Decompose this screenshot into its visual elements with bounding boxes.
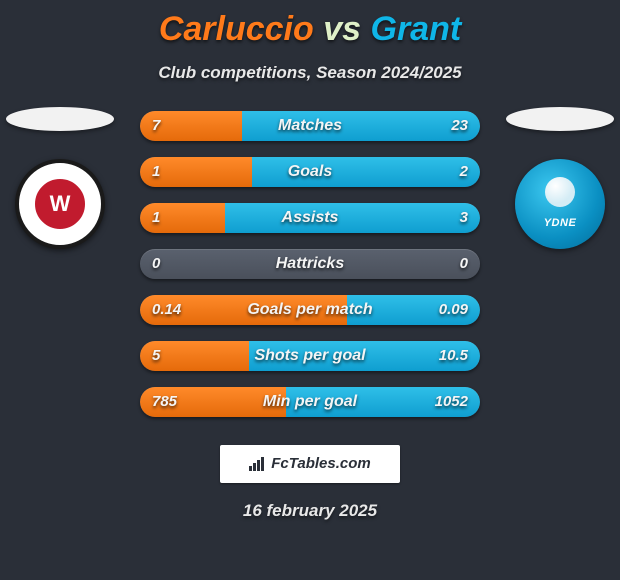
stat-fill-right (347, 295, 480, 325)
stat-fill-left (140, 203, 225, 233)
stat-fill-left (140, 157, 252, 187)
stat-row: Min per goal7851052 (140, 387, 480, 417)
stat-fill-right (286, 387, 480, 417)
stat-row: Matches723 (140, 111, 480, 141)
stat-fill-right (252, 157, 480, 187)
stat-fill-left (140, 387, 286, 417)
stat-row: Assists13 (140, 203, 480, 233)
stat-fill-right (225, 203, 480, 233)
stat-bars: Matches723 Goals12 Assists13 Hattricks0 0 Goa… (140, 111, 480, 433)
stat-fill-right (249, 341, 480, 371)
player2-name: Grant (371, 10, 462, 48)
club-badge-sydney-text: YDNE (544, 217, 577, 229)
club-badge-sydney: YDNE (515, 159, 605, 249)
watermark: FcTables.com (220, 445, 400, 483)
stat-row: Goals per match0.140.09 (140, 295, 480, 325)
stat-value-right: 0 (460, 249, 468, 279)
stat-row: Shots per goal510.5 (140, 341, 480, 371)
comparison-title: Carluccio vs Grant (0, 0, 620, 49)
soccer-ball-icon (545, 177, 575, 207)
watermark-text: FcTables.com (271, 455, 370, 472)
stat-label: Hattricks (140, 249, 480, 279)
comparison-stage: W YDNE Matches723 Goals12 Assists13 Hattric… (0, 111, 620, 441)
vs-label: vs (323, 10, 361, 48)
stat-row: Hattricks0 0 (140, 249, 480, 279)
player1-silhouette (6, 107, 114, 131)
stat-fill-left (140, 295, 347, 325)
subtitle: Club competitions, Season 2024/2025 (0, 63, 620, 83)
stat-fill-left (140, 111, 242, 141)
fctables-logo-icon (249, 457, 267, 471)
player1-column: W (0, 107, 120, 249)
club-badge-wsw-initials: W (32, 176, 88, 232)
player1-name: Carluccio (159, 10, 314, 48)
stat-row: Goals12 (140, 157, 480, 187)
date-label: 16 february 2025 (0, 501, 620, 521)
stat-fill-left (140, 341, 249, 371)
club-badge-wsw: W (15, 159, 105, 249)
player2-silhouette (506, 107, 614, 131)
player2-column: YDNE (500, 107, 620, 249)
stat-value-left: 0 (152, 249, 160, 279)
stat-fill-right (242, 111, 480, 141)
